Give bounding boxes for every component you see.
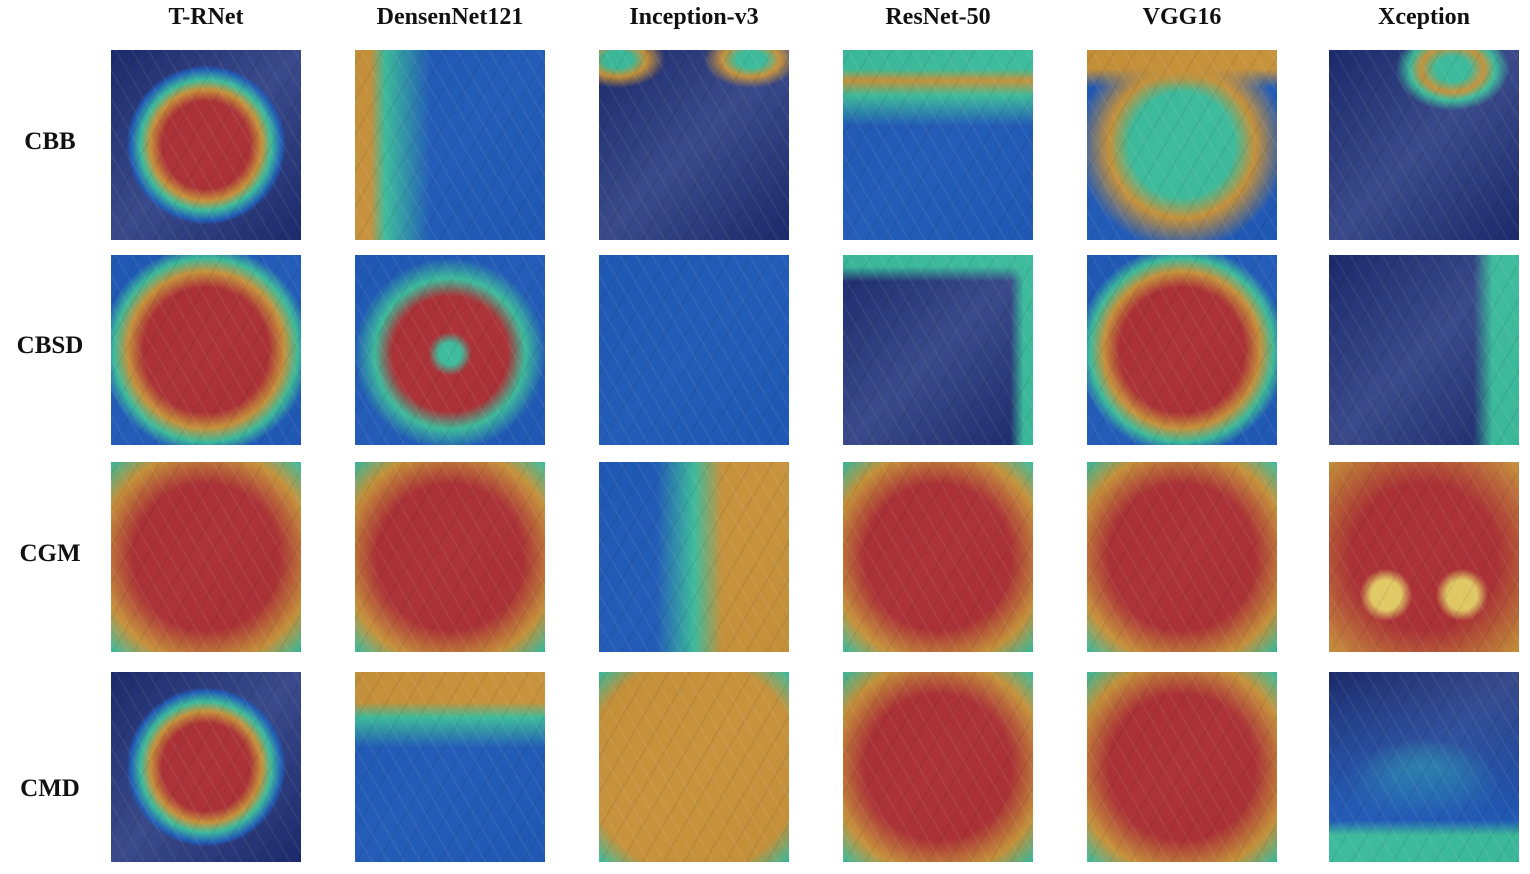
heatmap-cbsd-t-rnet xyxy=(111,255,301,445)
leaf-texture xyxy=(843,50,1033,240)
column-label-resnet-50: ResNet-50 xyxy=(885,4,991,30)
activation-overlay xyxy=(1329,462,1519,652)
heatmap-cgm-resnet-50 xyxy=(843,462,1033,652)
activation-overlay xyxy=(355,672,545,862)
row-label-cbb: CBB xyxy=(24,128,76,155)
activation-overlay xyxy=(111,255,301,445)
leaf-texture xyxy=(111,255,301,445)
row-label-cmd: CMD xyxy=(20,775,80,802)
leaf-texture xyxy=(599,672,789,862)
leaf-texture xyxy=(843,462,1033,652)
activation-overlay xyxy=(1087,255,1277,445)
heatmap-cbb-resnet-50 xyxy=(843,50,1033,240)
column-label-inception-v3: Inception-v3 xyxy=(629,4,759,30)
activation-overlay xyxy=(1087,462,1277,652)
activation-overlay xyxy=(1329,672,1519,862)
row-label-cgm: CGM xyxy=(19,540,81,567)
heatmap-cbsd-vgg16 xyxy=(1087,255,1277,445)
leaf-texture xyxy=(1087,255,1277,445)
activation-overlay xyxy=(599,255,789,445)
activation-overlay xyxy=(599,462,789,652)
activation-overlay xyxy=(843,255,1033,445)
activation-overlay xyxy=(111,672,301,862)
activation-overlay xyxy=(843,50,1033,240)
activation-overlay xyxy=(1087,672,1277,862)
heatmap-cbsd-resnet-50 xyxy=(843,255,1033,445)
column-label-xception: Xception xyxy=(1378,4,1470,30)
heatmap-cbsd-densennet121 xyxy=(355,255,545,445)
column-label-vgg16: VGG16 xyxy=(1142,4,1222,30)
heatmap-cgm-t-rnet xyxy=(111,462,301,652)
activation-overlay xyxy=(1087,50,1277,240)
leaf-texture xyxy=(599,255,789,445)
heatmap-cgm-vgg16 xyxy=(1087,462,1277,652)
leaf-texture xyxy=(1087,672,1277,862)
activation-overlay xyxy=(843,672,1033,862)
leaf-texture xyxy=(111,672,301,862)
column-label-t-rnet: T-RNet xyxy=(168,4,244,30)
heatmap-cmd-resnet-50 xyxy=(843,672,1033,862)
leaf-texture xyxy=(355,672,545,862)
activation-overlay xyxy=(599,672,789,862)
activation-overlay xyxy=(355,462,545,652)
heatmap-cgm-xception xyxy=(1329,462,1519,652)
heatmap-cgm-inception-v3 xyxy=(599,462,789,652)
leaf-texture xyxy=(355,462,545,652)
heatmap-cbsd-xception xyxy=(1329,255,1519,445)
heatmap-cbb-t-rnet xyxy=(111,50,301,240)
leaf-texture xyxy=(599,50,789,240)
row-label-cbsd: CBSD xyxy=(16,332,84,359)
activation-overlay xyxy=(111,50,301,240)
activation-overlay xyxy=(1329,255,1519,445)
leaf-texture xyxy=(111,462,301,652)
heatmap-cmd-inception-v3 xyxy=(599,672,789,862)
heatmap-cmd-vgg16 xyxy=(1087,672,1277,862)
column-label-densenet121: DensenNet121 xyxy=(376,4,524,30)
leaf-texture xyxy=(843,255,1033,445)
heatmap-cbb-vgg16 xyxy=(1087,50,1277,240)
heatmap-cbsd-inception-v3 xyxy=(599,255,789,445)
leaf-texture xyxy=(1329,50,1519,240)
activation-overlay xyxy=(355,50,545,240)
leaf-texture xyxy=(843,672,1033,862)
heatmap-cmd-t-rnet xyxy=(111,672,301,862)
leaf-texture xyxy=(1087,50,1277,240)
heatmap-cbb-densennet121 xyxy=(355,50,545,240)
activation-overlay xyxy=(599,50,789,240)
leaf-texture xyxy=(355,255,545,445)
heatmap-cmd-densennet121 xyxy=(355,672,545,862)
activation-overlay xyxy=(843,462,1033,652)
heatmap-cgm-densennet121 xyxy=(355,462,545,652)
heatmap-cbb-inception-v3 xyxy=(599,50,789,240)
activation-overlay xyxy=(1329,50,1519,240)
leaf-texture xyxy=(355,50,545,240)
leaf-texture xyxy=(599,462,789,652)
leaf-texture xyxy=(1329,462,1519,652)
heatmap-cbb-xception xyxy=(1329,50,1519,240)
heatmap-cmd-xception xyxy=(1329,672,1519,862)
leaf-texture xyxy=(1329,672,1519,862)
leaf-texture xyxy=(1087,462,1277,652)
activation-overlay xyxy=(111,462,301,652)
leaf-texture xyxy=(1329,255,1519,445)
activation-overlay xyxy=(355,255,545,445)
leaf-texture xyxy=(111,50,301,240)
